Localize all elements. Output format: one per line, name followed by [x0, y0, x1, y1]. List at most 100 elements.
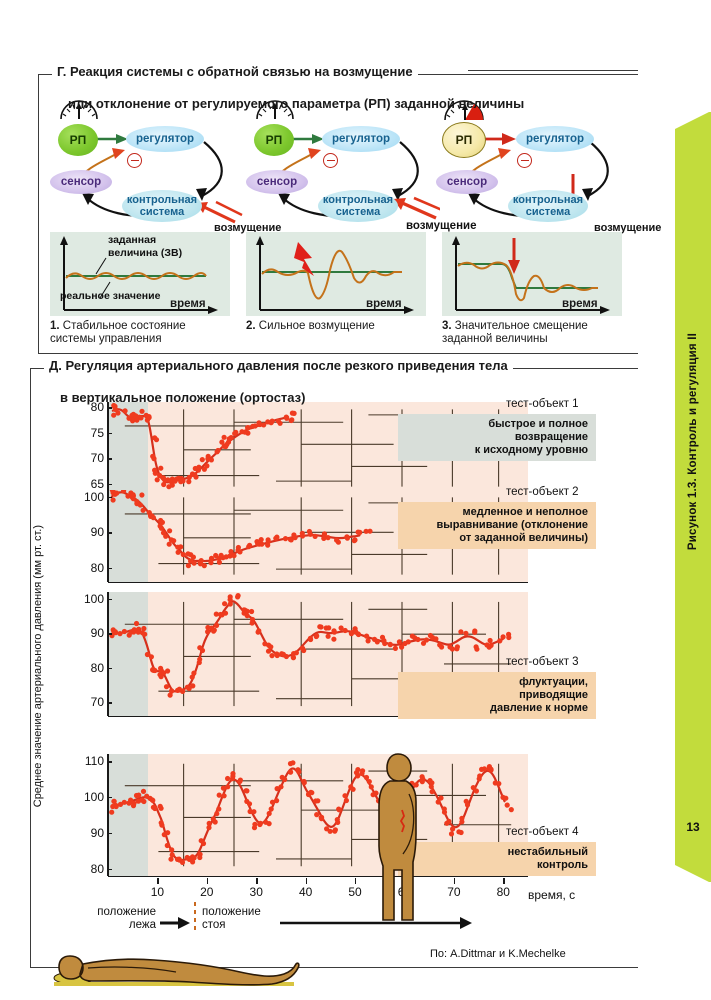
node-rp-3: РП	[442, 122, 486, 158]
data-point	[214, 811, 220, 817]
node-control-system-2: контрольная система	[318, 190, 398, 222]
panel-d-title-line2: в вертикальное положение (ортостаз)	[60, 390, 306, 405]
data-point	[168, 537, 174, 543]
data-point	[459, 815, 465, 821]
chart1-y-axis-line	[107, 402, 109, 494]
data-point	[205, 629, 211, 635]
data-point	[300, 645, 306, 651]
panel-g: Г. Реакция системы с обратной связью на …	[38, 64, 661, 354]
data-point	[245, 425, 251, 431]
data-point	[117, 801, 124, 807]
chart2-ytick-label: 90	[90, 525, 104, 540]
data-point	[348, 631, 354, 637]
data-point	[508, 807, 514, 813]
callout-2-text: медленное и неполное выравнивание (откло…	[436, 506, 588, 544]
data-point	[152, 805, 158, 812]
data-point	[379, 808, 385, 814]
data-point	[188, 558, 194, 564]
data-point	[221, 434, 227, 440]
transition-divider	[194, 902, 196, 932]
data-point	[278, 784, 284, 790]
data-point	[355, 631, 361, 637]
minus-sign-icon-1	[127, 153, 142, 168]
panel-g-letter: Г.	[57, 64, 67, 79]
x-axis-tick-label: 10	[150, 885, 165, 899]
data-point	[121, 628, 127, 635]
data-point	[223, 554, 229, 560]
data-point	[176, 475, 182, 481]
data-point	[141, 625, 147, 632]
data-point	[217, 611, 224, 618]
data-point	[259, 541, 265, 547]
data-point	[121, 799, 127, 805]
x-axis-tick-label: 60	[397, 885, 412, 899]
minichart-1-caption-text: Стабильное состояние системы управления	[50, 320, 186, 345]
data-point	[157, 472, 163, 479]
data-point	[363, 774, 370, 781]
data-point	[235, 547, 241, 553]
callout-4-box: нестабильный контроль	[398, 842, 596, 876]
data-point	[128, 797, 134, 803]
chart1-ytick-mark	[107, 483, 112, 486]
data-point	[355, 767, 361, 773]
data-point	[250, 423, 256, 429]
minichart-1-caption-num: 1.	[50, 320, 60, 332]
data-point	[153, 437, 160, 443]
chart1-ytick-label: 65	[90, 476, 104, 491]
chart4-ytick-mark	[107, 761, 112, 763]
data-point	[167, 692, 173, 698]
data-point	[470, 785, 476, 791]
data-point	[283, 653, 289, 660]
data-point	[137, 502, 143, 508]
data-point	[206, 825, 212, 831]
data-point	[288, 769, 294, 775]
feedback-loop-1: РП регулятор сенсор контрольная система …	[50, 100, 281, 234]
minichart-1-plot	[60, 236, 218, 314]
data-point	[172, 478, 178, 484]
minichart-3-plot	[452, 236, 610, 314]
chart4-ytick-label: 100	[83, 790, 104, 805]
data-point	[450, 826, 456, 832]
data-point	[429, 789, 435, 795]
node-control-system-1-label: контрольная система	[126, 194, 198, 218]
data-point	[415, 636, 421, 643]
data-point	[228, 549, 234, 555]
data-point	[175, 549, 181, 555]
minichart-2-caption: 2. Сильное возмущение	[246, 320, 375, 333]
minichart-3-time-label: время	[562, 298, 598, 310]
data-point	[266, 821, 272, 827]
data-point	[254, 539, 260, 545]
callout-3-text: флуктуации, приводящие давление к норме	[489, 676, 588, 714]
callout-3-box: флуктуации, приводящие давление к норме	[398, 672, 596, 719]
data-point	[274, 786, 280, 792]
data-point	[222, 610, 229, 616]
data-point	[387, 641, 393, 647]
disturbance-label-3: возмущение	[594, 222, 662, 234]
data-point	[301, 780, 307, 786]
chart4-ytick-label: 110	[84, 754, 104, 769]
data-point	[169, 482, 175, 488]
data-point	[321, 535, 327, 541]
data-point	[315, 798, 321, 804]
data-point	[211, 627, 217, 633]
data-point	[261, 422, 267, 428]
data-point	[282, 776, 288, 783]
data-point	[481, 766, 487, 772]
data-point	[197, 854, 203, 861]
panel-g-title-rule	[468, 70, 638, 72]
chart4-svg	[109, 760, 514, 867]
x-axis-tick	[453, 878, 456, 884]
data-point	[169, 852, 175, 858]
data-point	[407, 791, 413, 797]
data-point	[247, 542, 253, 548]
data-point	[138, 415, 144, 421]
data-point	[227, 597, 233, 603]
minichart-3-caption-num: 3.	[442, 320, 452, 332]
y-axis-label-text: Среднее значение артериального давления …	[32, 524, 44, 808]
data-point	[314, 812, 320, 818]
data-point	[476, 776, 482, 782]
data-point	[220, 785, 226, 791]
data-point	[161, 481, 167, 488]
data-point	[110, 497, 116, 503]
data-point	[334, 537, 340, 543]
